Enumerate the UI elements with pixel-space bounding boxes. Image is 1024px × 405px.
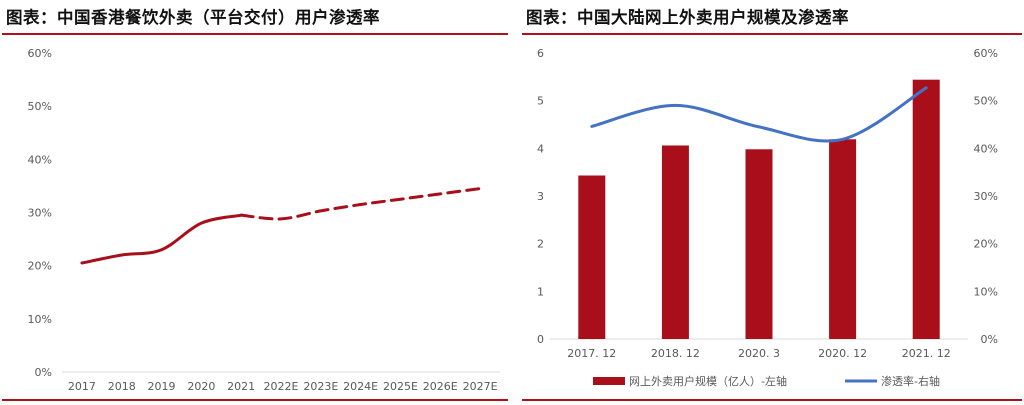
right-y-tick-label: 0%	[981, 333, 998, 346]
left-chart-panel: 图表：中国香港餐饮外卖（平台交付）用户渗透率 0% 10% 20% 30% 40% 50%…	[0, 0, 510, 405]
left-y-tick-label: 6	[537, 47, 544, 60]
y-tick-label: 50%	[28, 100, 52, 113]
right-title-rule	[522, 33, 1022, 35]
y-tick-label: 10%	[28, 313, 52, 326]
right-y-tick-label: 40%	[974, 142, 998, 155]
penetration-rate-line	[590, 86, 928, 143]
forecast-penetration-line	[239, 187, 482, 221]
y-tick-label: 60%	[28, 47, 52, 60]
legend-line-label: 渗透率-右轴	[881, 374, 940, 388]
x-tick-label: 2018. 12	[651, 347, 700, 360]
bar	[912, 79, 940, 340]
right-y-tick-label: 60%	[974, 47, 998, 60]
x-tick-label: 2023E	[303, 380, 338, 393]
left-y-tick-label: 1	[537, 285, 544, 298]
x-tick-label: 2025E	[383, 380, 418, 393]
right-y-tick-label: 20%	[974, 238, 998, 251]
x-tick-label: 2017	[68, 380, 96, 393]
x-tick-label: 2026E	[423, 380, 458, 393]
right-y-tick-label: 50%	[974, 95, 998, 108]
x-tick-label: 2019	[148, 380, 176, 393]
x-tick-label: 2017. 12	[567, 347, 616, 360]
right-y-tick-label: 30%	[974, 190, 998, 203]
x-tick-label: 2018	[108, 380, 136, 393]
x-tick-label: 2021. 12	[902, 347, 951, 360]
y-tick-label: 40%	[28, 153, 52, 166]
bar	[829, 139, 857, 339]
y-tick-label: 30%	[28, 207, 52, 220]
left-bottom-rule	[2, 399, 508, 401]
x-tick-label: 2020	[187, 380, 215, 393]
left-line-chart: 0% 10% 20% 30% 40% 50% 60% 2017 2018 2019 2020 2021…	[28, 47, 500, 393]
left-y-tick-label: 3	[537, 190, 544, 203]
y-tick-label: 20%	[28, 260, 52, 273]
x-tick-label: 2027E	[463, 380, 498, 393]
right-bottom-rule	[522, 399, 1022, 401]
left-y-tick-label: 0	[537, 333, 544, 346]
x-tick-label: 2021	[227, 380, 255, 393]
x-tick-label: 2022E	[264, 380, 299, 393]
left-y-tick-label: 2	[537, 238, 544, 251]
bar	[661, 145, 689, 339]
left-y-tick-label: 5	[537, 95, 544, 108]
right-y-tick-label: 10%	[974, 285, 998, 298]
actual-penetration-line	[80, 213, 243, 265]
bar	[578, 175, 606, 339]
left-chart-title: 图表：中国香港餐饮外卖（平台交付）用户渗透率	[6, 8, 380, 27]
left-title-rule	[2, 33, 508, 35]
y-tick-label: 0%	[35, 366, 52, 379]
x-tick-label: 2020. 12	[818, 347, 867, 360]
left-y-tick-label: 4	[537, 142, 544, 155]
legend-bar-swatch	[593, 377, 625, 385]
x-tick-label: 2020. 3	[738, 347, 780, 360]
x-tick-label: 2024E	[343, 380, 378, 393]
bar	[745, 149, 773, 339]
right-chart-panel: 图表：中国大陆网上外卖用户规模及渗透率 0 1 2 3 4 5 6 0% 10% 20% 30% 40…	[520, 0, 1024, 405]
legend-bar-label: 网上外卖用户规模（亿人）-左轴	[629, 374, 787, 388]
right-chart-title: 图表：中国大陆网上外卖用户规模及渗透率	[526, 8, 849, 27]
